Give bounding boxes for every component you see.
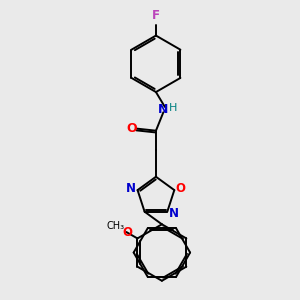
Text: CH₃: CH₃ [106,220,124,231]
Text: N: N [158,103,168,116]
Text: H: H [169,103,177,113]
Text: O: O [126,122,136,135]
Text: O: O [123,226,133,239]
Text: N: N [126,182,136,195]
Text: O: O [175,182,185,195]
Text: F: F [152,9,160,22]
Text: N: N [169,207,179,220]
